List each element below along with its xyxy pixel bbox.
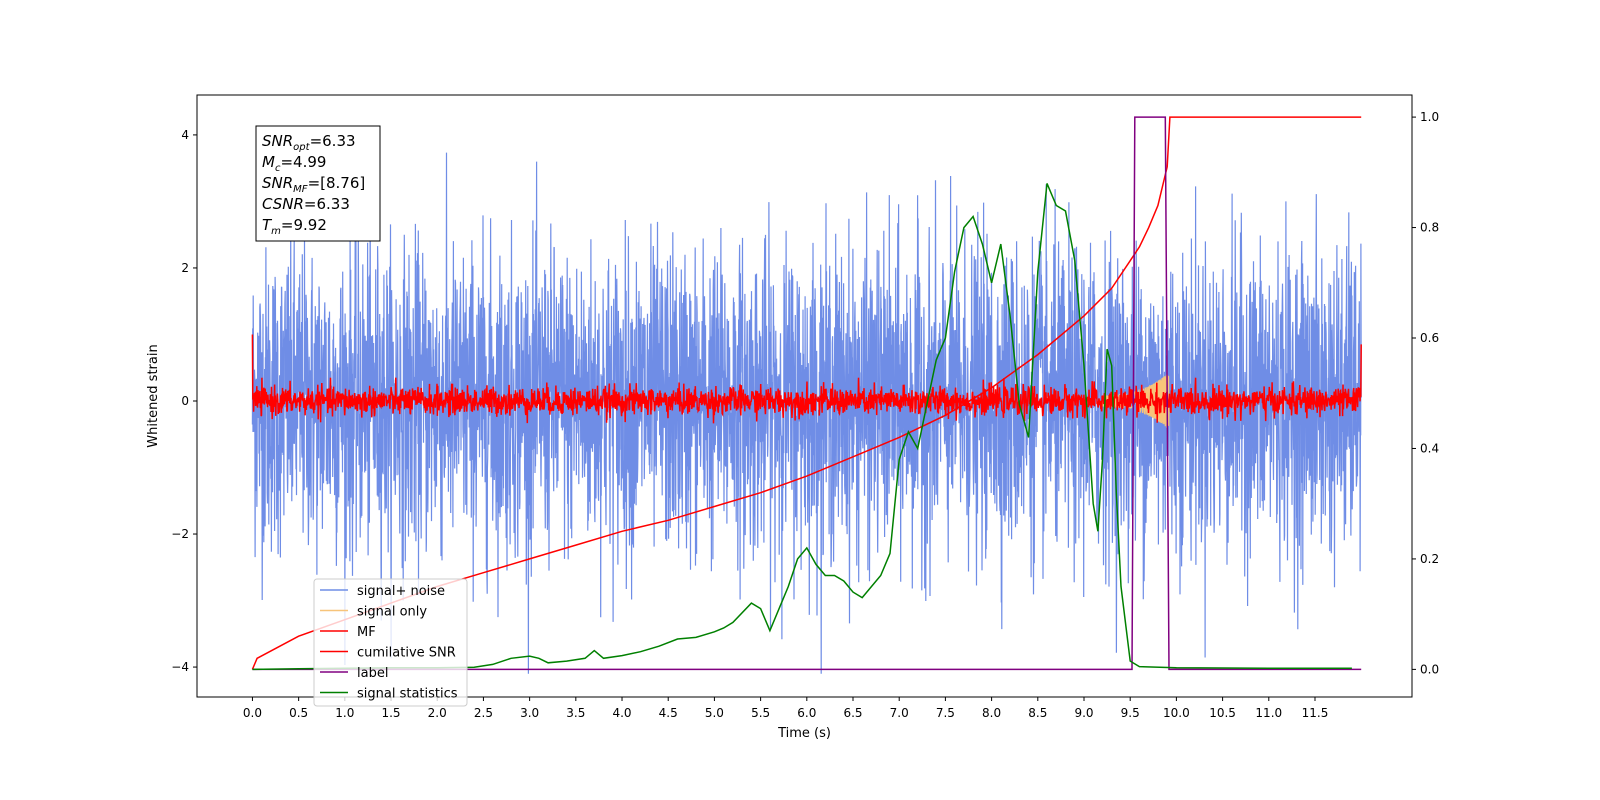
info-line-subscript: c — [275, 163, 281, 174]
series-label-line — [252, 116, 1362, 671]
x-tick-label: 5.0 — [705, 706, 724, 720]
legend-frame — [313, 578, 468, 707]
x-tick-label: 4.5 — [659, 706, 678, 720]
info-line-name: CSNR — [262, 195, 304, 213]
x-tick-label: 7.5 — [936, 706, 955, 720]
info-line: SNRopt=6.33 — [262, 132, 356, 153]
legend-label: signal+ noise — [357, 584, 445, 599]
info-line-value: =6.33 — [310, 132, 356, 150]
info-box: SNRopt=6.33Mc=4.99SNRMF=[8.76]CSNR=6.33T… — [255, 125, 381, 242]
x-tick-label: 6.5 — [843, 706, 862, 720]
info-line-value: =9.92 — [281, 216, 327, 234]
x-tick-label: 0.0 — [243, 706, 262, 720]
x-tick-label: 9.0 — [1074, 706, 1093, 720]
info-line-name: T — [262, 216, 273, 234]
x-tick-label: 0.5 — [289, 706, 308, 720]
x-tick-label: 4.0 — [612, 706, 631, 720]
y-axis-label: Whitened strain — [146, 344, 161, 447]
x-tick-label: 1.5 — [381, 706, 400, 720]
x-axis-label: Time (s) — [777, 726, 831, 741]
x-tick-label: 11.5 — [1302, 706, 1329, 720]
info-line-value: =6.33 — [304, 195, 350, 213]
y2-tick-label: 0.4 — [1420, 441, 1439, 455]
y-tick-label: −2 — [171, 527, 189, 541]
y-tick-label: −4 — [171, 660, 189, 674]
info-box-frame — [255, 125, 381, 242]
info-line-subscript: m — [271, 226, 281, 237]
info-line: CSNR=6.33 — [262, 195, 350, 213]
info-line: SNRMF=[8.76] — [262, 174, 365, 195]
axes-frame — [196, 94, 1413, 698]
x-tick-label: 5.5 — [751, 706, 770, 720]
y2-tick-label: 0.6 — [1420, 331, 1439, 345]
series-signal-statistics-line — [252, 183, 1352, 671]
y-axis-left: 4 2 0 −2 −4 — [171, 128, 197, 674]
legend-label: cumilative SNR — [357, 646, 456, 661]
legend-label: label — [357, 666, 388, 681]
info-line-value: =4.99 — [280, 153, 326, 171]
series-mf-line — [251, 334, 1362, 424]
x-tick-label: 11.0 — [1255, 706, 1282, 720]
x-tick-label: 1.0 — [335, 706, 354, 720]
y-tick-label: 0 — [181, 394, 189, 408]
info-line: Tm=9.92 — [262, 216, 327, 237]
y-tick-label: 2 — [181, 261, 189, 275]
x-tick-label: 7.0 — [890, 706, 909, 720]
info-line: Mc=4.99 — [262, 153, 326, 174]
info-line-name: M — [262, 153, 275, 171]
x-tick-label: 8.5 — [1028, 706, 1047, 720]
x-tick-label: 9.5 — [1121, 706, 1140, 720]
info-line-name: SNR — [262, 174, 293, 192]
y2-tick-label: 1.0 — [1420, 110, 1439, 124]
info-line-value: =[8.76] — [308, 174, 366, 192]
info-line-name: SNR — [262, 132, 293, 150]
legend-label: signal only — [357, 605, 427, 620]
info-line-subscript: opt — [293, 142, 310, 153]
x-tick-label: 3.0 — [520, 706, 539, 720]
y2-tick-label: 0.2 — [1420, 552, 1439, 566]
legend-label: MF — [357, 625, 376, 640]
y2-tick-label: 0.0 — [1420, 662, 1439, 676]
x-tick-label: 2.5 — [474, 706, 493, 720]
x-tick-label: 8.0 — [982, 706, 1001, 720]
info-line-subscript: MF — [293, 184, 308, 195]
x-tick-label: 10.0 — [1163, 706, 1190, 720]
legend: signal+ noise signal only MF cumilative SNR… — [313, 578, 468, 707]
y-axis-right: 1.0 0.8 0.6 0.4 0.2 0.0 — [1412, 110, 1439, 676]
x-axis: 0.0 0.5 1.0 1.5 2.0 2.5 3.0 3.5 4.0 4.5 5.0 5.5 6.0 6… — [243, 697, 1328, 720]
y-tick-label: 4 — [181, 128, 189, 142]
x-tick-label: 2.0 — [428, 706, 447, 720]
x-tick-label: 6.0 — [797, 706, 816, 720]
x-tick-label: 10.5 — [1209, 706, 1236, 720]
legend-label: signal statistics — [357, 687, 458, 702]
y2-tick-label: 0.8 — [1420, 221, 1439, 235]
x-tick-label: 3.5 — [566, 706, 585, 720]
